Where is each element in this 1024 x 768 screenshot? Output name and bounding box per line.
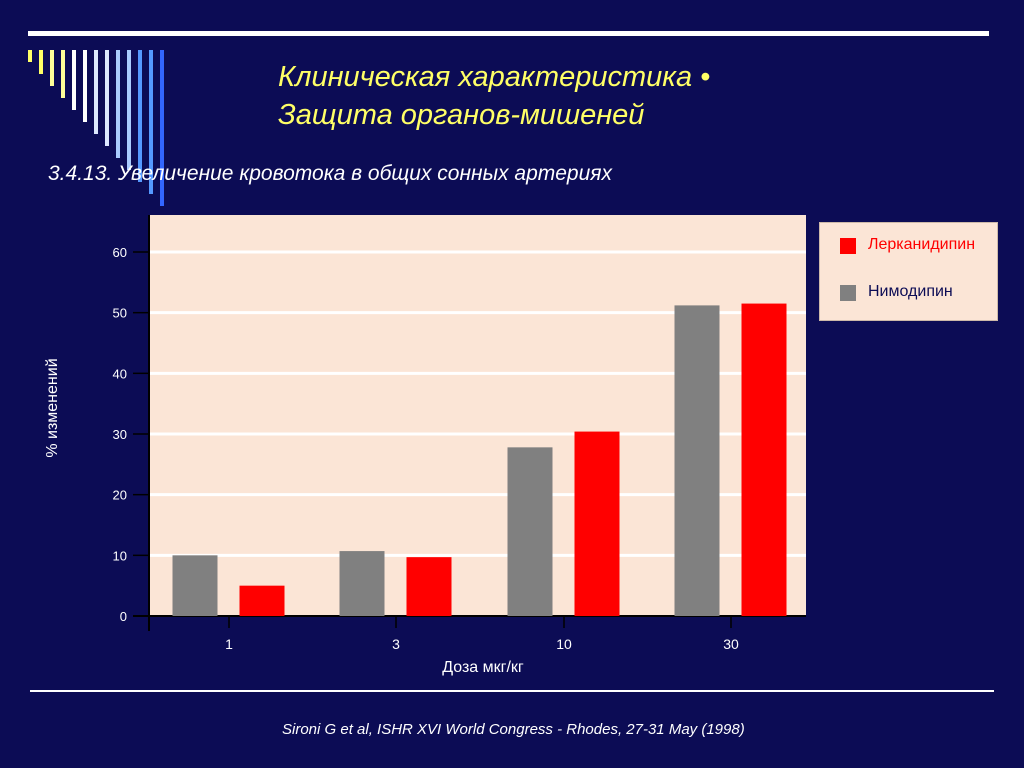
decorative-stripe xyxy=(50,50,54,86)
legend-label-nimodipine: Нимодипин xyxy=(868,283,953,300)
x-tick-label: 3 xyxy=(392,636,400,652)
legend-swatch-lercanidipine xyxy=(840,238,856,254)
legend-label-lercanidipine: Лерканидипин xyxy=(868,236,976,253)
citation-text: Sironi G et al, ISHR XVI World Congress … xyxy=(282,721,745,738)
bar-nimodipine xyxy=(172,555,218,616)
y-tick-label: 20 xyxy=(113,488,127,503)
decorative-stripe xyxy=(72,50,76,110)
top-divider-line xyxy=(28,31,989,36)
decorative-stripe xyxy=(116,50,120,158)
title-line-2: Защита органов-мишеней xyxy=(278,99,645,131)
y-tick-label: 60 xyxy=(113,245,127,260)
bar-lercanidipine xyxy=(741,303,787,616)
slide-subtitle: 3.4.13. Увеличение кровотока в общих сон… xyxy=(48,162,612,185)
y-tick-label: 10 xyxy=(113,548,127,563)
x-tick-label: 30 xyxy=(723,636,739,652)
x-axis-label: Доза мкг/кг xyxy=(442,659,524,676)
bar-lercanidipine xyxy=(406,557,452,616)
legend-swatch-nimodipine xyxy=(840,285,856,301)
bar-lercanidipine xyxy=(574,431,620,616)
bar-nimodipine xyxy=(674,305,720,616)
y-tick-label: 50 xyxy=(113,306,127,321)
bar-chart: 0 10 20 30 40 50 60 1 3 10 30 Доза мкг/кг % изменени… xyxy=(44,215,806,676)
y-tick-label: 40 xyxy=(113,366,127,381)
decorative-stripe xyxy=(83,50,87,122)
decorative-stripe xyxy=(127,50,131,170)
decorative-stripes xyxy=(28,50,164,206)
decorative-stripe xyxy=(28,50,32,62)
decorative-stripe xyxy=(105,50,109,146)
decorative-stripe xyxy=(160,50,164,206)
bar-lercanidipine xyxy=(239,585,285,616)
title-line-1: Клиническая характеристика • xyxy=(278,61,711,93)
chart-legend: Лерканидипин Нимодипин xyxy=(819,222,998,321)
bar-nimodipine xyxy=(339,551,385,616)
decorative-stripe xyxy=(61,50,65,98)
y-tick-label: 30 xyxy=(113,427,127,442)
bar-nimodipine xyxy=(507,447,553,616)
y-axis-label: % изменений xyxy=(44,358,61,457)
decorative-stripe xyxy=(138,50,142,182)
x-tick-label: 1 xyxy=(225,636,233,652)
decorative-stripe xyxy=(39,50,43,74)
x-tick-label: 10 xyxy=(556,636,572,652)
slide-title: Клиническая характеристика • Защита орга… xyxy=(278,58,710,134)
decorative-stripe xyxy=(94,50,98,134)
y-tick-label: 0 xyxy=(120,609,127,624)
bottom-divider-line xyxy=(30,690,994,692)
decorative-stripe xyxy=(149,50,153,194)
